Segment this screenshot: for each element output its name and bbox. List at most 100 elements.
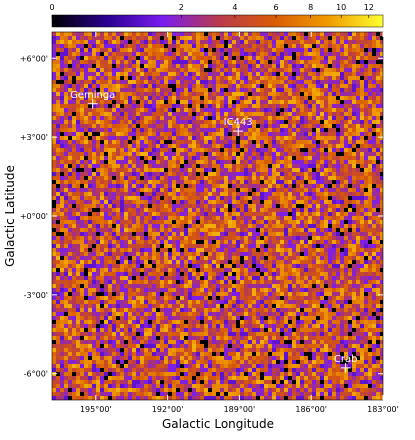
map-pixel xyxy=(156,40,160,44)
map-pixel xyxy=(164,204,168,208)
map-pixel xyxy=(176,44,180,48)
map-pixel xyxy=(84,264,88,268)
map-pixel xyxy=(304,80,308,84)
map-pixel xyxy=(152,76,156,80)
map-pixel xyxy=(112,36,116,40)
map-pixel xyxy=(300,232,304,236)
map-pixel xyxy=(208,128,212,132)
map-pixel xyxy=(324,180,328,184)
map-pixel xyxy=(212,92,216,96)
map-pixel xyxy=(92,64,96,68)
map-pixel xyxy=(292,188,296,192)
map-pixel xyxy=(316,236,320,240)
map-pixel xyxy=(360,180,364,184)
map-pixel xyxy=(116,176,120,180)
map-pixel xyxy=(92,132,96,136)
map-pixel xyxy=(324,56,328,60)
map-pixel xyxy=(284,96,288,100)
map-pixel xyxy=(364,48,368,52)
map-pixel xyxy=(268,40,272,44)
map-pixel xyxy=(56,40,60,44)
map-pixel xyxy=(300,204,304,208)
map-pixel xyxy=(136,156,140,160)
map-pixel xyxy=(268,44,272,48)
map-pixel xyxy=(140,220,144,224)
map-pixel xyxy=(356,220,360,224)
map-pixel xyxy=(188,260,192,264)
map-pixel xyxy=(124,192,128,196)
map-pixel xyxy=(280,240,284,244)
map-pixel xyxy=(256,216,260,220)
map-pixel xyxy=(380,48,383,52)
map-pixel xyxy=(104,112,108,116)
map-pixel xyxy=(224,100,228,104)
map-pixel xyxy=(256,68,260,72)
map-pixel xyxy=(120,152,124,156)
map-pixel xyxy=(224,248,228,252)
map-pixel xyxy=(360,32,364,36)
map-pixel xyxy=(156,240,160,244)
map-pixel xyxy=(284,144,288,148)
map-pixel xyxy=(176,136,180,140)
map-pixel xyxy=(336,124,340,128)
map-pixel xyxy=(308,108,312,112)
map-pixel xyxy=(100,184,104,188)
map-pixel xyxy=(80,68,84,72)
map-pixel xyxy=(320,248,324,252)
map-pixel xyxy=(340,40,344,44)
map-pixel xyxy=(276,188,280,192)
map-pixel xyxy=(240,132,244,136)
map-pixel xyxy=(304,36,308,40)
map-pixel xyxy=(312,72,316,76)
map-pixel xyxy=(176,176,180,180)
map-pixel xyxy=(148,88,152,92)
map-pixel xyxy=(60,252,64,256)
map-pixel xyxy=(72,268,76,272)
map-pixel xyxy=(316,96,320,100)
map-pixel xyxy=(192,144,196,148)
map-pixel xyxy=(132,212,136,216)
map-pixel xyxy=(332,204,336,208)
map-pixel xyxy=(144,184,148,188)
map-pixel xyxy=(80,120,84,124)
map-pixel xyxy=(324,168,328,172)
map-pixel xyxy=(56,104,60,108)
map-pixel xyxy=(232,172,236,176)
map-pixel xyxy=(272,192,276,196)
map-pixel xyxy=(148,268,152,272)
map-pixel xyxy=(196,84,200,88)
map-pixel xyxy=(64,72,68,76)
map-pixel xyxy=(168,156,172,160)
map-pixel xyxy=(220,84,224,88)
map-pixel xyxy=(272,32,276,36)
map-pixel xyxy=(212,200,216,204)
map-pixel xyxy=(76,236,80,240)
map-pixel xyxy=(328,228,332,232)
map-pixel xyxy=(140,244,144,248)
map-pixel xyxy=(192,164,196,168)
map-pixel xyxy=(152,140,156,144)
map-pixel xyxy=(160,48,164,52)
map-pixel xyxy=(208,112,212,116)
map-pixel xyxy=(192,88,196,92)
map-pixel xyxy=(344,136,348,140)
map-pixel xyxy=(340,216,344,220)
map-pixel xyxy=(268,36,272,40)
map-pixel xyxy=(136,124,140,128)
map-pixel xyxy=(316,108,320,112)
map-pixel xyxy=(152,180,156,184)
map-pixel xyxy=(156,144,160,148)
map-pixel xyxy=(92,244,96,248)
map-pixel xyxy=(140,256,144,260)
map-pixel xyxy=(312,180,316,184)
map-pixel xyxy=(88,268,92,272)
map-pixel xyxy=(320,236,324,240)
map-pixel xyxy=(164,256,168,260)
map-pixel xyxy=(80,220,84,224)
map-pixel xyxy=(116,48,120,52)
map-pixel xyxy=(332,100,336,104)
map-pixel xyxy=(300,164,304,168)
map-pixel xyxy=(176,248,180,252)
map-pixel xyxy=(336,56,340,60)
map-pixel xyxy=(328,232,332,236)
